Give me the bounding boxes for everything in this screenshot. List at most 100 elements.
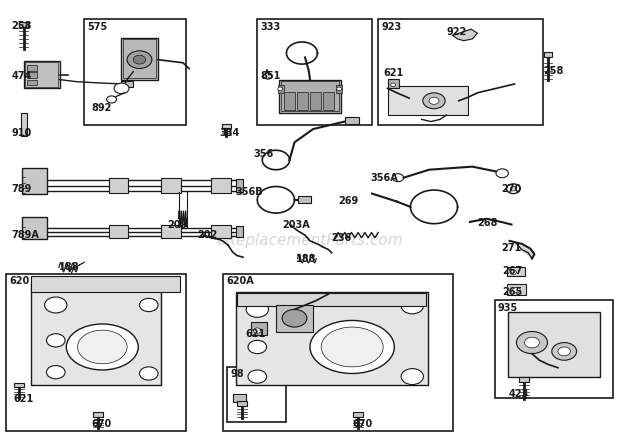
Ellipse shape [310, 320, 394, 373]
Bar [121, 81, 133, 87]
Bar [353, 412, 363, 417]
Bar [281, 81, 339, 111]
Bar [388, 86, 468, 115]
Polygon shape [453, 29, 477, 41]
Circle shape [516, 332, 547, 354]
Bar [31, 283, 161, 385]
Bar [297, 92, 308, 110]
Circle shape [140, 367, 158, 380]
Bar [336, 85, 342, 93]
Bar [378, 19, 542, 125]
Circle shape [46, 334, 65, 347]
Bar [237, 401, 247, 406]
Bar [257, 19, 372, 125]
Circle shape [392, 174, 404, 182]
Text: 670: 670 [352, 419, 373, 429]
Bar [388, 79, 399, 88]
Text: 621: 621 [245, 329, 265, 339]
Bar [251, 322, 267, 335]
Text: 923: 923 [381, 22, 402, 32]
Bar [279, 80, 341, 113]
Bar [121, 38, 158, 80]
Circle shape [507, 184, 520, 194]
Text: 789A: 789A [11, 230, 39, 240]
Bar [19, 22, 28, 27]
Ellipse shape [321, 327, 383, 367]
Bar [223, 274, 453, 431]
Text: 333: 333 [260, 22, 281, 32]
Circle shape [246, 301, 268, 317]
Circle shape [140, 298, 158, 312]
Bar [507, 267, 525, 276]
Text: 188: 188 [59, 263, 79, 272]
Circle shape [254, 328, 261, 333]
Circle shape [248, 370, 267, 383]
Bar [108, 225, 128, 238]
Bar [161, 178, 181, 193]
Text: eReplacementParts.com: eReplacementParts.com [216, 233, 404, 248]
Text: 851: 851 [260, 71, 281, 81]
Text: 922: 922 [446, 27, 467, 37]
Text: 935: 935 [498, 303, 518, 313]
Bar [276, 305, 313, 332]
Text: 188: 188 [296, 254, 317, 263]
Bar [123, 39, 156, 78]
Bar [323, 92, 334, 110]
Circle shape [558, 347, 570, 356]
Circle shape [278, 87, 283, 91]
Bar [278, 85, 284, 93]
Text: 620A: 620A [226, 276, 254, 286]
Circle shape [510, 187, 516, 191]
Bar [211, 178, 231, 193]
Bar [25, 62, 58, 87]
Circle shape [552, 343, 577, 360]
Circle shape [401, 369, 423, 385]
Text: 474: 474 [11, 71, 32, 81]
Circle shape [391, 83, 396, 87]
Circle shape [45, 297, 67, 313]
Circle shape [513, 287, 520, 293]
Text: 356B: 356B [236, 187, 264, 197]
Circle shape [107, 96, 117, 103]
Text: 270: 270 [501, 184, 521, 194]
Text: 258: 258 [543, 66, 564, 76]
Text: 271: 271 [501, 243, 521, 252]
Bar [27, 65, 37, 71]
Bar [21, 113, 27, 136]
Bar [22, 217, 46, 239]
Bar [93, 412, 103, 417]
Bar [236, 179, 243, 192]
Text: 268: 268 [477, 218, 498, 228]
Bar [6, 274, 186, 431]
Bar [22, 168, 46, 194]
Circle shape [510, 270, 516, 274]
Text: 334: 334 [219, 129, 240, 138]
Polygon shape [518, 245, 534, 259]
Bar [24, 61, 60, 88]
Bar [507, 284, 526, 295]
Text: 98: 98 [230, 369, 244, 379]
Bar [495, 300, 613, 398]
Bar [31, 276, 180, 292]
Bar [519, 377, 529, 382]
Text: 236: 236 [332, 233, 352, 243]
Text: 267: 267 [502, 266, 523, 275]
Bar [298, 196, 311, 203]
Bar [222, 124, 231, 128]
Text: 265: 265 [502, 287, 523, 297]
Circle shape [525, 337, 539, 348]
Bar [237, 293, 426, 306]
Bar [236, 292, 428, 385]
Circle shape [264, 73, 272, 79]
Text: 209: 209 [167, 220, 188, 229]
Text: 575: 575 [87, 22, 107, 32]
Bar [27, 80, 37, 85]
Text: 356: 356 [253, 149, 273, 159]
Text: 356A: 356A [371, 173, 399, 183]
Text: 202: 202 [197, 230, 218, 240]
Bar [161, 225, 181, 238]
Text: 423: 423 [508, 389, 529, 399]
Text: 670: 670 [92, 419, 112, 429]
Circle shape [127, 51, 152, 69]
Circle shape [423, 93, 445, 109]
